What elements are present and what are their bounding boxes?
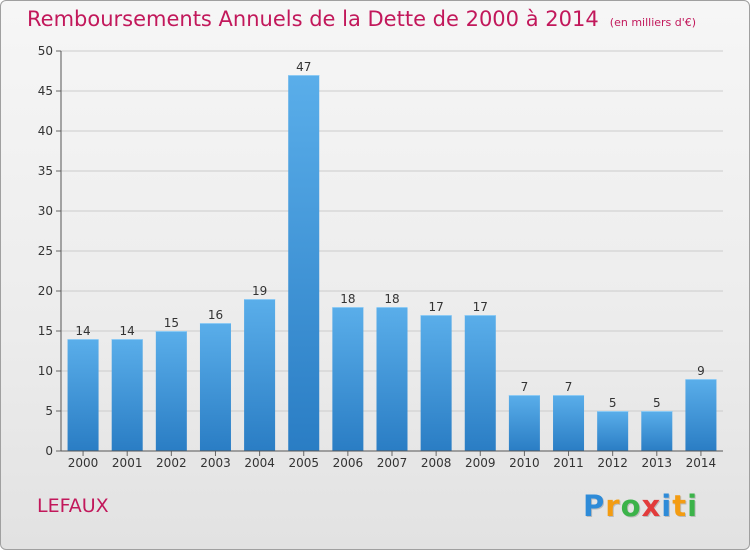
bar: [597, 411, 629, 451]
y-tick-label: 25: [38, 244, 53, 258]
bar: [288, 75, 320, 451]
data-label: 16: [208, 308, 223, 322]
data-label: 5: [653, 396, 661, 410]
logo-letter: P: [583, 489, 606, 523]
y-tick-label: 45: [38, 84, 53, 98]
data-label: 18: [384, 292, 399, 306]
y-axis-ticks: 0 5 10 15 20 25 30 35 40 45 50: [38, 44, 61, 458]
x-tick-label: 2006: [333, 456, 364, 470]
logo-letter: t: [672, 489, 688, 523]
data-label: 7: [565, 380, 573, 394]
data-label: 9: [697, 364, 705, 378]
bar: [464, 315, 496, 451]
logo-letter: x: [641, 489, 662, 523]
bar: [67, 339, 99, 451]
logo-letter: i: [687, 489, 699, 523]
x-tick-label: 2010: [509, 456, 540, 470]
y-tick-label: 0: [45, 444, 53, 458]
bar: [244, 299, 276, 451]
x-tick-label: 2008: [421, 456, 452, 470]
y-tick-label: 10: [38, 364, 53, 378]
x-tick-label: 2011: [553, 456, 584, 470]
chart-title-main: Remboursements Annuels de la Dette de 20…: [27, 7, 599, 31]
y-tick-label: 40: [38, 124, 53, 138]
x-tick-label: 2005: [288, 456, 319, 470]
chart-title: Remboursements Annuels de la Dette de 20…: [27, 7, 696, 31]
x-tick-label: 2004: [244, 456, 275, 470]
bar: [641, 411, 673, 451]
y-tick-label: 5: [45, 404, 53, 418]
x-tick-label: 2014: [686, 456, 717, 470]
x-tick-label: 2002: [156, 456, 187, 470]
bar: [155, 331, 187, 451]
y-tick-label: 50: [38, 44, 53, 58]
data-label: 15: [164, 316, 179, 330]
bar: [685, 379, 717, 451]
bar: [111, 339, 143, 451]
logo-letter: o: [620, 489, 642, 523]
x-tick-label: 2001: [112, 456, 143, 470]
bars: [67, 75, 717, 451]
chart-title-unit: (en milliers d'€): [609, 16, 697, 29]
y-tick-label: 35: [38, 164, 53, 178]
data-label: 18: [340, 292, 355, 306]
data-label: 7: [521, 380, 529, 394]
data-labels: 14 14 15 16 19 47 18 18 17 17 7 7 5 5 9: [75, 60, 704, 410]
x-tick-label: 2009: [465, 456, 496, 470]
x-tick-label: 2007: [377, 456, 408, 470]
data-label: 47: [296, 60, 311, 74]
data-label: 17: [428, 300, 443, 314]
y-tick-label: 20: [38, 284, 53, 298]
bar: [553, 395, 585, 451]
y-tick-label: 30: [38, 204, 53, 218]
data-label: 14: [75, 324, 90, 338]
data-label: 14: [120, 324, 135, 338]
data-label: 17: [473, 300, 488, 314]
proxiti-logo: Proxiti: [583, 489, 698, 523]
bar: [199, 323, 231, 451]
x-tick-label: 2013: [642, 456, 673, 470]
data-label: 19: [252, 284, 267, 298]
x-tick-label: 2003: [200, 456, 231, 470]
bar: [332, 307, 364, 451]
logo-letter: i: [661, 489, 673, 523]
x-axis-ticks: 2000 2001 2002 2003 2004 2005 2006 2007 2008 2009…: [68, 451, 716, 470]
x-tick-label: 2000: [68, 456, 99, 470]
y-tick-label: 15: [38, 324, 53, 338]
bar: [376, 307, 408, 451]
data-label: 5: [609, 396, 617, 410]
logo-letter: r: [605, 489, 621, 523]
bar: [420, 315, 452, 451]
x-tick-label: 2012: [597, 456, 628, 470]
bar: [508, 395, 540, 451]
axes: [60, 51, 723, 452]
commune-name: LEFAUX: [37, 495, 109, 517]
